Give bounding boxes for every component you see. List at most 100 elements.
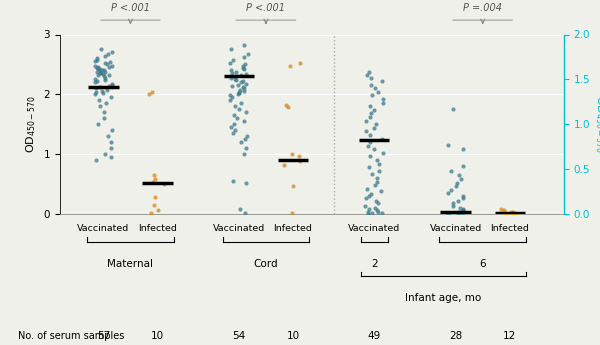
Text: 57: 57	[97, 331, 110, 341]
Point	[362, 186, 371, 191]
Point	[371, 198, 381, 204]
Point	[92, 89, 101, 95]
Point	[90, 91, 100, 97]
Point	[448, 107, 457, 112]
Point	[496, 206, 505, 212]
Text: 49: 49	[368, 331, 381, 341]
Point	[236, 72, 246, 78]
Point	[452, 180, 461, 186]
Point	[107, 50, 116, 55]
Text: 10: 10	[286, 331, 299, 341]
Point	[91, 86, 101, 91]
Point	[95, 67, 104, 72]
Point	[236, 100, 246, 106]
Point	[374, 161, 384, 166]
Point	[99, 67, 109, 72]
Point	[92, 57, 102, 62]
Point	[93, 65, 103, 70]
Point	[91, 80, 100, 85]
Point	[372, 175, 382, 181]
Point	[230, 76, 240, 81]
Point	[502, 211, 511, 217]
Point	[371, 121, 381, 127]
Point	[370, 125, 379, 130]
Text: 6: 6	[479, 259, 486, 269]
Point	[365, 165, 374, 170]
Point	[151, 176, 160, 182]
Point	[100, 60, 110, 66]
Point	[239, 42, 249, 48]
Point	[106, 145, 115, 151]
Point	[227, 95, 236, 100]
Point	[227, 83, 236, 89]
Point	[377, 136, 386, 141]
Point	[101, 77, 110, 83]
Text: No. of serum samples: No. of serum samples	[18, 331, 124, 341]
Point	[281, 102, 290, 108]
Point	[226, 47, 236, 52]
Point	[370, 107, 379, 112]
Point	[90, 76, 100, 81]
Point	[379, 150, 388, 156]
Point	[454, 209, 463, 215]
Point	[106, 59, 115, 65]
Point	[509, 210, 518, 216]
Point	[443, 210, 453, 216]
Point	[443, 142, 453, 148]
Point	[458, 210, 468, 216]
Point	[233, 82, 243, 88]
Point	[499, 208, 508, 213]
Text: 10: 10	[151, 331, 164, 341]
Point	[98, 71, 107, 77]
Point	[506, 209, 515, 214]
Point	[287, 151, 296, 157]
Text: 28: 28	[449, 331, 462, 341]
Text: 12: 12	[503, 331, 517, 341]
Point	[454, 172, 463, 178]
Point	[240, 62, 250, 67]
Point	[239, 88, 248, 93]
Point	[91, 157, 101, 163]
Point	[365, 154, 374, 159]
Point	[145, 91, 154, 97]
Point	[226, 75, 236, 80]
Point	[364, 69, 374, 74]
Point	[453, 210, 463, 216]
Point	[373, 209, 383, 215]
Y-axis label: OD$_{450-570}$: OD$_{450-570}$	[24, 96, 38, 153]
Point	[226, 68, 236, 73]
Point	[241, 71, 250, 77]
Point	[454, 211, 463, 217]
Point	[445, 210, 454, 216]
Point	[235, 90, 244, 96]
Point	[97, 68, 107, 73]
Point	[230, 104, 240, 109]
Point	[228, 130, 238, 136]
Point	[376, 188, 385, 194]
Point	[509, 211, 519, 217]
Point	[370, 183, 380, 188]
Point	[95, 104, 104, 109]
Point	[377, 210, 387, 216]
Point	[96, 71, 106, 76]
Point	[378, 100, 388, 106]
Point	[458, 206, 468, 212]
Point	[365, 104, 374, 109]
Point	[240, 136, 250, 142]
Point	[102, 87, 112, 92]
Point	[92, 65, 102, 71]
Point	[104, 64, 114, 70]
Point	[100, 151, 110, 157]
Y-axis label: OD$_{450-570}$: OD$_{450-570}$	[593, 96, 600, 153]
Point	[370, 147, 379, 152]
Point	[95, 70, 104, 76]
Point	[239, 118, 248, 124]
Point	[107, 127, 117, 133]
Point	[233, 91, 242, 97]
Point	[442, 210, 451, 216]
Point	[104, 83, 114, 89]
Point	[238, 78, 248, 84]
Point	[238, 63, 247, 69]
Point	[94, 98, 104, 103]
Point	[361, 129, 371, 134]
